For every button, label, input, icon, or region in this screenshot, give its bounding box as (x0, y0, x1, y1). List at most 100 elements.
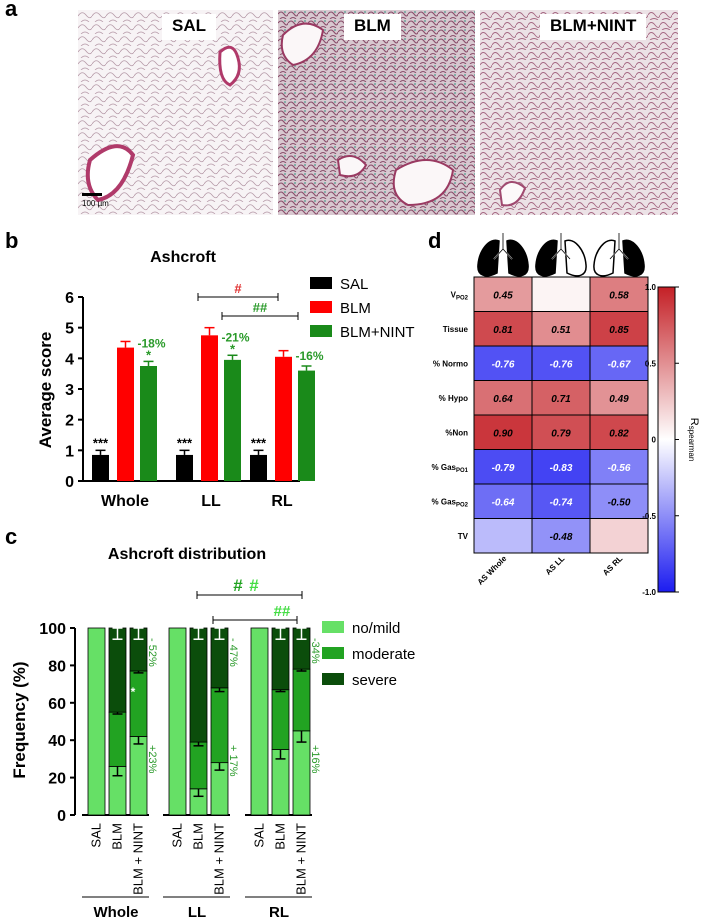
heatmap-row-label: % GasPO1 (432, 463, 469, 474)
heatmap-cell-value: -0.64 (492, 497, 515, 508)
distribution-bar-label: SAL (170, 823, 185, 848)
distribution-severe-percent: -34% (309, 638, 321, 664)
ashcroft-category-label: Whole (101, 493, 149, 510)
distribution-ytick-label: 40 (48, 733, 66, 750)
ashcroft-ytick-label: 6 (65, 290, 74, 307)
heatmap-cell (589, 449, 649, 485)
heatmap-cell-value: 0.58 (609, 290, 629, 301)
colorbar-label-main: R (688, 418, 700, 426)
ashcroft-ytick-label: 1 (65, 443, 74, 460)
ashcroft-bar-sal (176, 454, 193, 481)
heatmap-row-label-main: %Non (445, 428, 468, 437)
ashcroft-bracket-red-label: # (234, 281, 242, 296)
ashcroft-bar-blm-nint (224, 359, 241, 481)
heatmap-row-label: TV (458, 532, 469, 541)
distribution-mild-percent: +16% (309, 745, 321, 774)
distribution-legend-swatch (322, 621, 344, 633)
colorbar-tick-text: 1.0 (645, 283, 657, 292)
heatmap-cell (531, 276, 591, 312)
heatmap-row-label: % Normo (433, 359, 468, 368)
heatmap-row-label-main: % Gas (432, 463, 457, 472)
heatmap-cell-value: 0.45 (493, 290, 513, 301)
histology-label-blm-nint: BLM+NINT (540, 14, 647, 40)
ashcroft-ylabel: Average score (36, 332, 55, 449)
distribution-bar-label: BLM (110, 823, 125, 850)
heatmap-cell-value: 0.51 (551, 325, 571, 336)
panel-letter-b: b (5, 228, 19, 253)
histology-image-blm-nint: BLM+NINT (480, 10, 678, 215)
heatmap-cell-value: 0.85 (609, 325, 629, 336)
distribution-legend-swatch (322, 673, 344, 685)
heatmap-cell-value: -0.50 (608, 497, 631, 508)
ashcroft-sal-significance: *** (251, 435, 267, 450)
distribution-bar-no-mild (292, 730, 311, 816)
ashcroft-legend-swatch (310, 277, 332, 289)
colorbar-tick-text: 0.5 (645, 359, 657, 368)
heatmap-row-label: Tissue (443, 325, 469, 334)
ashcroft-bar-blm-nint (140, 366, 157, 481)
panel-letter-d: d (428, 228, 442, 253)
ashcroft-bar-sal (92, 454, 109, 481)
distribution-bar-label: SAL (89, 823, 104, 848)
distribution-group-label: RL (269, 904, 289, 921)
heatmap-cell (473, 345, 533, 381)
lung-whole-filled-icon (477, 233, 529, 277)
heatmap-cell (473, 518, 533, 554)
heatmap-cell-value: 0.64 (493, 394, 513, 405)
distribution-ylabel: Frequency (%) (10, 661, 29, 778)
heatmap-colorbar (657, 286, 676, 593)
heatmap-row-label-main: TV (458, 532, 469, 541)
panel-letter-a: a (5, 0, 18, 21)
histology-texture-blm-nint (480, 10, 678, 215)
scale-bar-label: 100 µm (82, 199, 109, 208)
heatmap-column-label: AS RL (601, 554, 624, 577)
ashcroft-bracket-green-label: ## (253, 300, 268, 315)
distribution-bracket-upper-lime-label: # (249, 576, 259, 595)
heatmap-cell-value: 0.79 (551, 428, 571, 439)
heatmap-cell-value: -0.79 (492, 463, 515, 474)
heatmap-column-label: AS LL (544, 554, 567, 577)
heatmap-cell (531, 380, 591, 416)
colorbar-tick-text: -1.0 (642, 588, 656, 597)
distribution-bar-no-mild (129, 736, 148, 816)
heatmap-cell (473, 380, 533, 416)
heatmap-cell (589, 276, 649, 312)
distribution-bar-moderate (129, 670, 148, 737)
heatmap-cell (589, 483, 649, 519)
ashcroft-ytick-label: 2 (65, 413, 74, 430)
ashcroft-ytick-label: 4 (65, 351, 74, 368)
heatmap-cell (473, 483, 533, 519)
heatmap-cell (589, 518, 649, 554)
histology-image-blm: BLM (278, 10, 475, 215)
ashcroft-legend-label: SAL (340, 276, 368, 293)
ashcroft-bar-blm (117, 347, 134, 481)
distribution-bar-moderate (292, 668, 311, 732)
distribution-bar-moderate (210, 687, 229, 764)
colorbar-tick-text: -0.5 (642, 512, 656, 521)
colorbar-label-sub: spearman (687, 426, 696, 462)
ashcroft-distribution-chart: Ashcroft distribution Frequency (%) 0 20 4… (10, 546, 415, 921)
distribution-mild-percent: +23% (146, 745, 158, 774)
ashcroft-title: Ashcroft (150, 249, 216, 266)
distribution-bar-no-mild (168, 627, 187, 816)
distribution-bar-label: BLM (191, 823, 206, 850)
heatmap-row-label-sub: PO2 (456, 502, 469, 508)
distribution-mild-percent: + 17% (227, 745, 239, 777)
heatmap-row-label-sub: PO2 (456, 295, 469, 301)
distribution-bar-severe (189, 627, 208, 743)
distribution-bracket-upper-label: # (233, 576, 243, 595)
heatmap-row-label: VPO2 (451, 290, 469, 301)
heatmap-row-label: % GasPO2 (432, 497, 469, 508)
lung-right-filled-icon (593, 233, 645, 277)
histology-label-sal: SAL (162, 14, 216, 40)
distribution-legend-label: severe (352, 672, 397, 689)
distribution-significance-star: * (131, 685, 136, 699)
heatmap-cell-value: -0.67 (608, 359, 631, 370)
distribution-legend-swatch (322, 647, 344, 659)
heatmap-row-label: % Hypo (439, 394, 468, 403)
colorbar-tick-text: 0 (652, 436, 657, 445)
distribution-ytick-label: 100 (39, 621, 66, 638)
heatmap-cell (531, 518, 591, 554)
ashcroft-nint-significance: * (146, 347, 152, 362)
